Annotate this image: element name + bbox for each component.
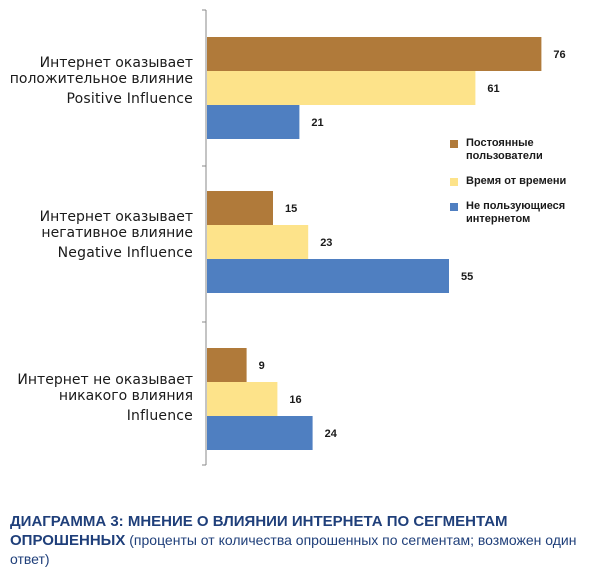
legend-label-occasional-users: Время от времени xyxy=(466,175,567,187)
legend-item-regular-users: Постоянные пользователи xyxy=(450,137,590,163)
category-label-negative: Интернет оказывает негативное влияние Ne… xyxy=(40,209,193,261)
legend: Постоянные пользователи Время от времени… xyxy=(450,137,590,238)
bar-0-2 xyxy=(207,105,300,139)
data-label-0-0: 76 xyxy=(553,49,565,61)
data-label-0-1: 61 xyxy=(487,83,499,95)
category-label-positive-line2: положительное влияние xyxy=(9,71,193,87)
category-label-none-line1: Интернет не оказывает xyxy=(17,372,193,388)
data-label-1-0: 15 xyxy=(285,203,297,215)
legend-label-non-users: Не пользующиеся интернетом xyxy=(466,200,566,225)
data-label-2-0: 9 xyxy=(259,360,265,372)
category-label-negative-english: Negative Influence xyxy=(57,245,193,261)
bar-2-2 xyxy=(207,416,313,450)
category-label-none-line2: никакого влияния xyxy=(58,388,193,404)
category-label-none: Интернет не оказывает никакого влияния I… xyxy=(17,372,193,424)
category-label-positive-english: Positive Influence xyxy=(66,91,193,107)
caption-subtitle: (проценты от количества опрошенных по се… xyxy=(10,532,577,567)
category-label-positive: Интернет оказывает положительное влияние… xyxy=(10,55,193,107)
bar-2-0 xyxy=(207,348,247,382)
data-label-1-2: 55 xyxy=(461,271,473,283)
category-label-positive-line1: Интернет оказывает xyxy=(39,55,193,71)
data-label-2-2: 24 xyxy=(325,428,338,440)
category-label-negative-line1: Интернет оказывает xyxy=(39,209,193,225)
caption-title: ДИАГРАММА 3: МНЕНИЕ О ВЛИЯНИИ ИНТЕРНЕТА … xyxy=(10,513,508,549)
legend-item-occasional-users: Время от времени xyxy=(450,175,590,188)
legend-swatch-regular-users xyxy=(450,140,458,148)
category-label-negative-line2: негативное влияние xyxy=(41,225,193,241)
legend-swatch-occasional-users xyxy=(450,178,458,186)
bar-0-1 xyxy=(207,71,476,105)
data-label-2-1: 16 xyxy=(289,394,301,406)
bar-1-2 xyxy=(207,259,449,293)
category-label-none-english: Influence xyxy=(126,408,193,424)
bar-2-1 xyxy=(207,382,278,416)
data-label-0-2: 21 xyxy=(311,117,323,129)
bar-0-0 xyxy=(207,37,542,71)
figure-caption: ДИАГРАММА 3: МНЕНИЕ О ВЛИЯНИИ ИНТЕРНЕТА … xyxy=(10,512,585,568)
legend-swatch-non-users xyxy=(450,203,458,211)
legend-item-non-users: Не пользующиеся интернетом xyxy=(450,200,590,226)
bar-1-0 xyxy=(207,191,273,225)
bar-1-1 xyxy=(207,225,309,259)
legend-label-regular-users: Постоянные пользователи xyxy=(466,137,543,162)
bar-chart: 76 61 21 15 23 55 9 16 24 xyxy=(202,9,566,466)
data-label-1-1: 23 xyxy=(320,237,332,249)
